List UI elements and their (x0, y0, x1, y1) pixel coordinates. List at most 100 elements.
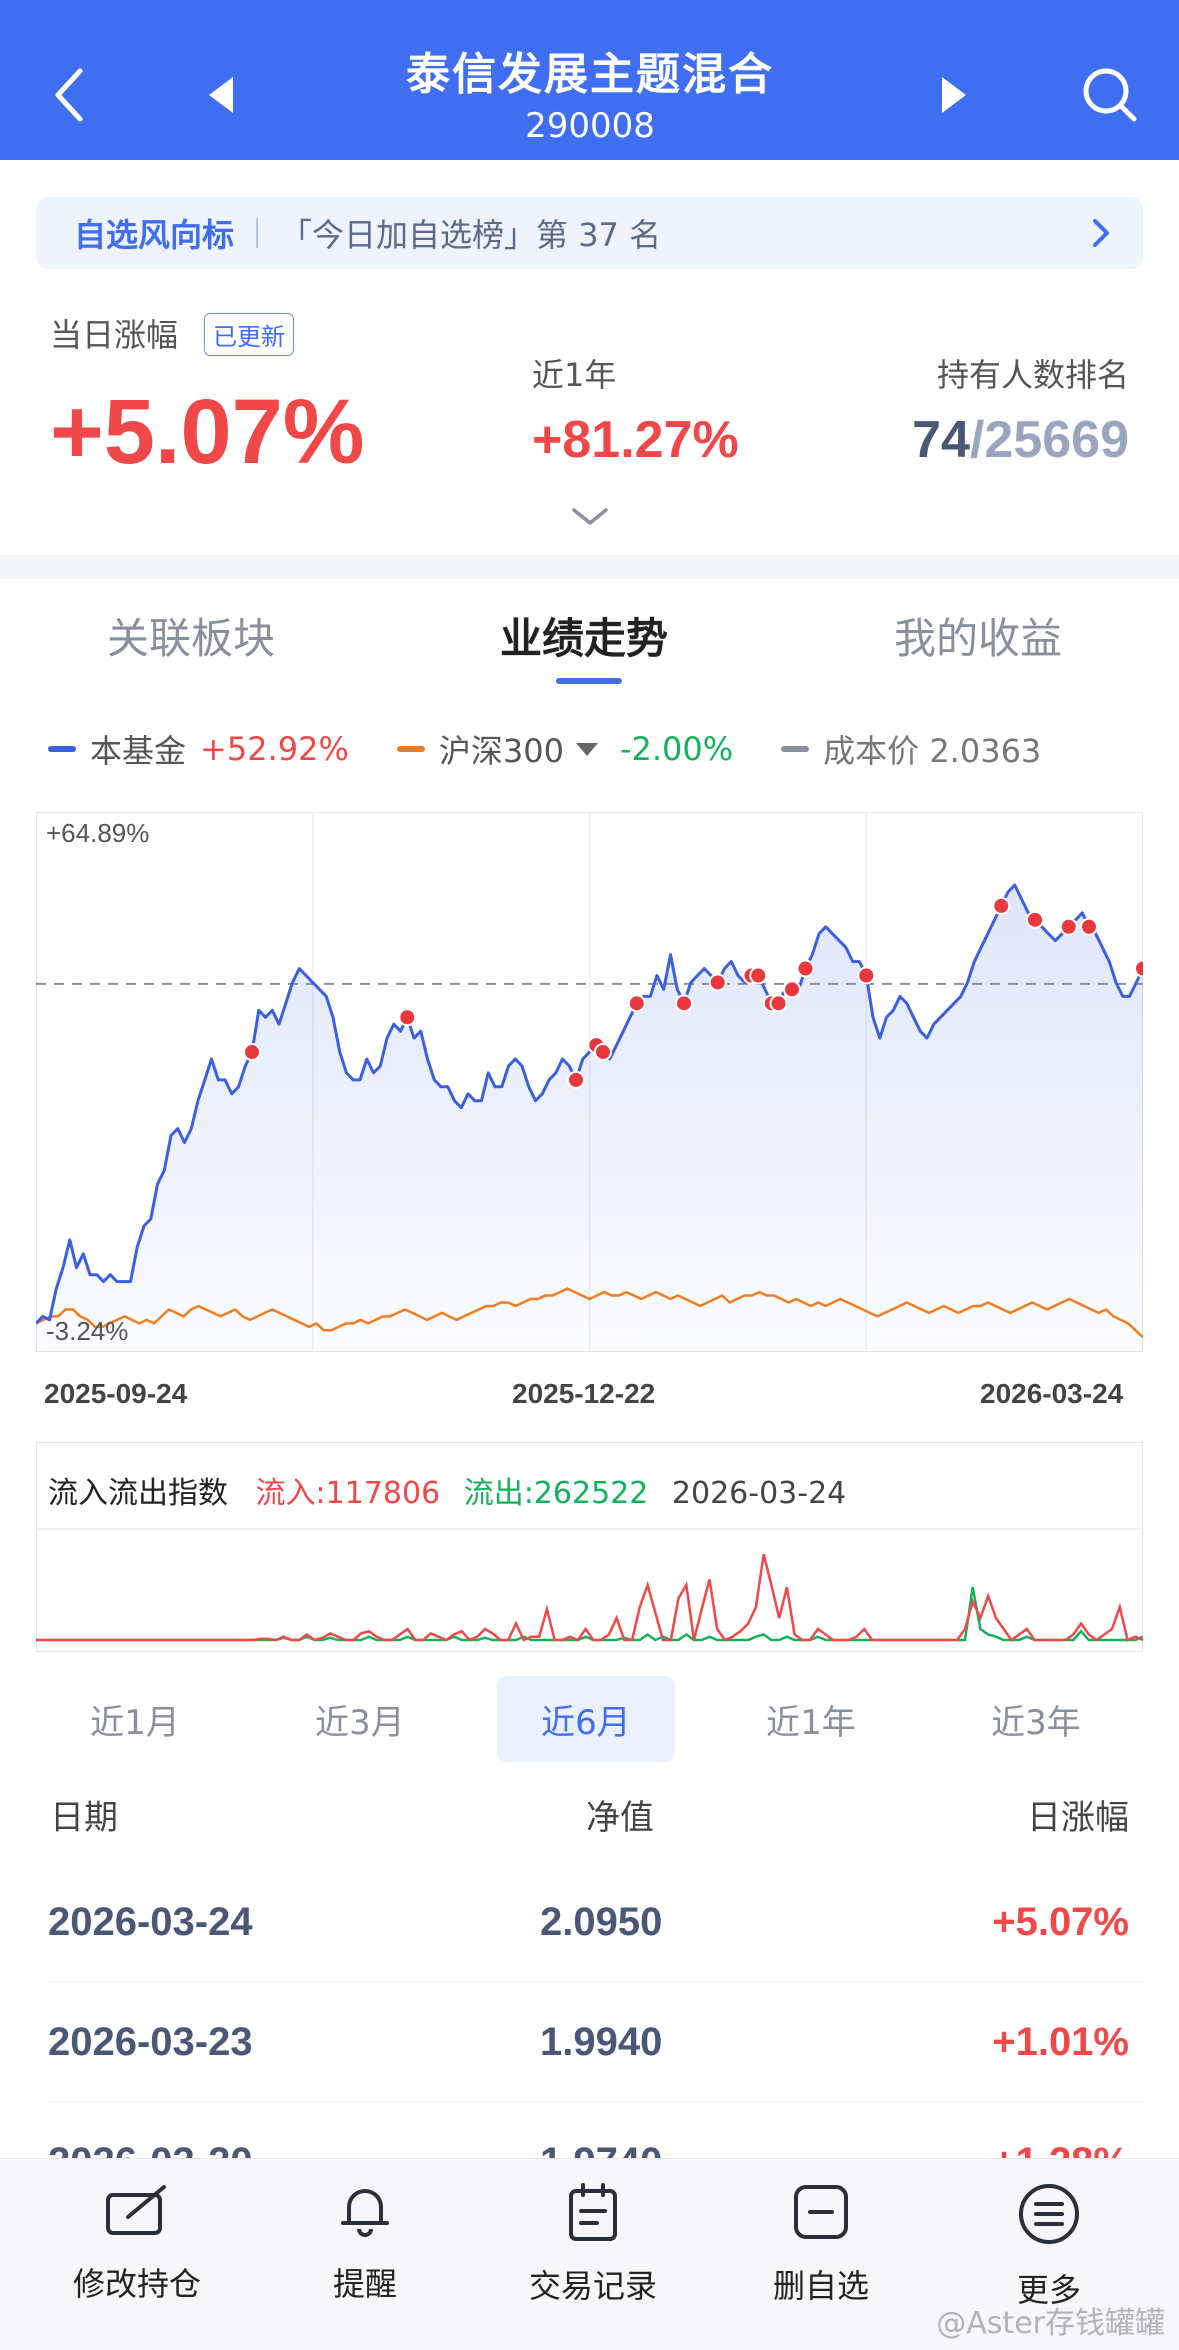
one-year-value: +81.27% (532, 411, 739, 469)
inflow-value: 流入:117806 (255, 1476, 441, 1511)
previous-fund-button[interactable] (190, 55, 250, 135)
trade-marker-point[interactable] (783, 980, 801, 999)
trade-marker-point[interactable] (1080, 917, 1098, 936)
trade-marker-point[interactable] (594, 1043, 612, 1062)
chart-legend: 本基金 +52.92% 沪深300 -2.00% 成本价 2.0363 (48, 726, 1041, 772)
tab-my-earnings[interactable]: 我的收益 (894, 614, 1063, 663)
holder-rank-label: 持有人数排名 (936, 356, 1129, 394)
triangle-left-icon (209, 77, 233, 113)
cost-legend-label: 成本价 2.0363 (823, 732, 1042, 770)
trade-marker-point[interactable] (857, 966, 876, 985)
trade-marker-point[interactable] (243, 1043, 261, 1062)
period-1-year[interactable]: 近1年 (766, 1702, 856, 1743)
fund-name: 泰信发展主题混合 (406, 49, 774, 100)
active-tab-indicator (556, 678, 622, 684)
more-label: 更多 (1016, 2271, 1081, 2309)
search-icon (1083, 68, 1137, 122)
index-legend-value: -2.00% (619, 730, 734, 768)
remove-watchlist-label: 删自选 (772, 2267, 869, 2305)
menu-circle-icon (1019, 2184, 1079, 2244)
row-divider (48, 1980, 1143, 1982)
period-1-month[interactable]: 近1月 (90, 1702, 180, 1743)
outflow-value: 流出:262522 (463, 1476, 649, 1511)
tab-performance-trend[interactable]: 业绩走势 (500, 614, 669, 663)
trade-marker-point[interactable] (749, 966, 768, 985)
x-label-start: 2025-09-24 (44, 1378, 188, 1409)
calendar-record-icon (569, 2183, 617, 2241)
period-3-years[interactable]: 近3年 (991, 1702, 1081, 1743)
row-nav: 2.0950 (540, 1900, 663, 1944)
fund-legend-value: +52.92% (200, 730, 349, 768)
table-row[interactable]: 2026-03-23 1.9940 +1.01% (0, 1982, 1179, 2102)
bell-icon (341, 2189, 389, 2237)
back-button[interactable] (40, 55, 100, 135)
row-divider (48, 2100, 1143, 2102)
table-header-nav: 净值 (586, 1798, 654, 1838)
banner-text: 「今日加自选榜」第 37 名 (280, 216, 662, 254)
watchlist-trend-banner[interactable]: 自选风向标 「今日加自选榜」第 37 名 (36, 197, 1143, 269)
flow-index-frame (36, 1442, 1143, 1652)
edit-holding-icon (106, 2185, 166, 2235)
trade-marker-point[interactable] (992, 896, 1011, 915)
fund-series-line (36, 883, 1143, 1325)
updated-badge: 已更新 (204, 313, 294, 356)
app-header: 泰信发展主题混合 290008 (0, 0, 1179, 160)
trade-marker-point[interactable] (567, 1070, 585, 1089)
fund-legend-swatch (48, 746, 76, 752)
trade-marker-point[interactable] (708, 973, 727, 992)
tab-related-sector[interactable]: 关联板块 (107, 614, 276, 663)
one-year-label: 近1年 (532, 356, 617, 394)
table-header-date: 日期 (50, 1798, 118, 1838)
daily-change-value: +5.07% (50, 381, 365, 483)
trade-marker-point[interactable] (796, 959, 815, 978)
index-legend-label[interactable]: 沪深300 (438, 732, 564, 770)
daily-change-label: 当日涨幅 (50, 316, 179, 354)
period-6-months[interactable]: 近6月 (497, 1676, 675, 1762)
chevron-right-icon (1093, 219, 1109, 247)
flow-index-title: 流入流出指数 (48, 1476, 228, 1511)
search-button[interactable] (1070, 55, 1150, 135)
next-fund-button[interactable] (925, 55, 985, 135)
bottom-action-bar: 修改持仓 提醒 交易记录 删自选 更多 (0, 2158, 1179, 2350)
table-header-change: 日涨幅 (1027, 1798, 1129, 1838)
row-date: 2026-03-23 (48, 2020, 253, 2064)
dropdown-caret-icon[interactable] (575, 742, 598, 756)
expand-stats-button[interactable] (570, 505, 610, 533)
edit-holding-label: 修改持仓 (72, 2265, 201, 2303)
y-max-label: +64.89% (46, 818, 150, 848)
performance-chart[interactable] (36, 812, 1143, 1352)
reminder-button[interactable]: 提醒 (265, 2181, 465, 2331)
holder-rank-value: 74/25669 (912, 410, 1129, 470)
trade-marker-point[interactable] (398, 1008, 417, 1027)
x-label-middle: 2025-12-22 (512, 1378, 656, 1409)
banner-tag: 自选风向标 (74, 216, 235, 254)
period-3-months[interactable]: 近3月 (315, 1702, 405, 1743)
fund-area-fill (36, 885, 1143, 1352)
fund-legend-label: 本基金 (90, 732, 187, 770)
x-label-end: 2026-03-24 (980, 1378, 1124, 1409)
edit-holding-button[interactable]: 修改持仓 (37, 2181, 237, 2331)
trade-marker-point[interactable] (1059, 917, 1078, 936)
row-date: 2026-03-24 (48, 1900, 253, 1944)
rank-number: 74 (912, 411, 970, 469)
banner-divider (256, 218, 259, 248)
outflow-series-line (36, 1586, 1143, 1642)
minus-square-icon (794, 2185, 848, 2239)
remove-watchlist-button[interactable]: 删自选 (721, 2181, 921, 2331)
trade-marker-point[interactable] (675, 994, 693, 1013)
chevron-left-icon (55, 68, 83, 122)
trade-marker-point[interactable] (1026, 910, 1044, 929)
trade-marker-point[interactable] (627, 994, 646, 1013)
trade-record-button[interactable]: 交易记录 (493, 2181, 693, 2331)
chevron-down-icon (572, 508, 608, 525)
trade-marker-point[interactable] (769, 994, 788, 1013)
fund-code: 290008 (525, 106, 655, 146)
flow-index-header: 流入流出指数 流入:117806 流出:262522 2026-03-24 (48, 1468, 846, 1512)
table-row[interactable]: 2026-03-24 2.0950 +5.07% (0, 1862, 1179, 1982)
triangle-right-icon (942, 77, 966, 113)
reminder-label: 提醒 (332, 2265, 397, 2303)
index-series-line (36, 1287, 1143, 1339)
more-button[interactable]: 更多 (949, 2181, 1149, 2331)
trade-marker-point[interactable] (1134, 959, 1143, 978)
flow-index-chart[interactable] (36, 1528, 1143, 1652)
